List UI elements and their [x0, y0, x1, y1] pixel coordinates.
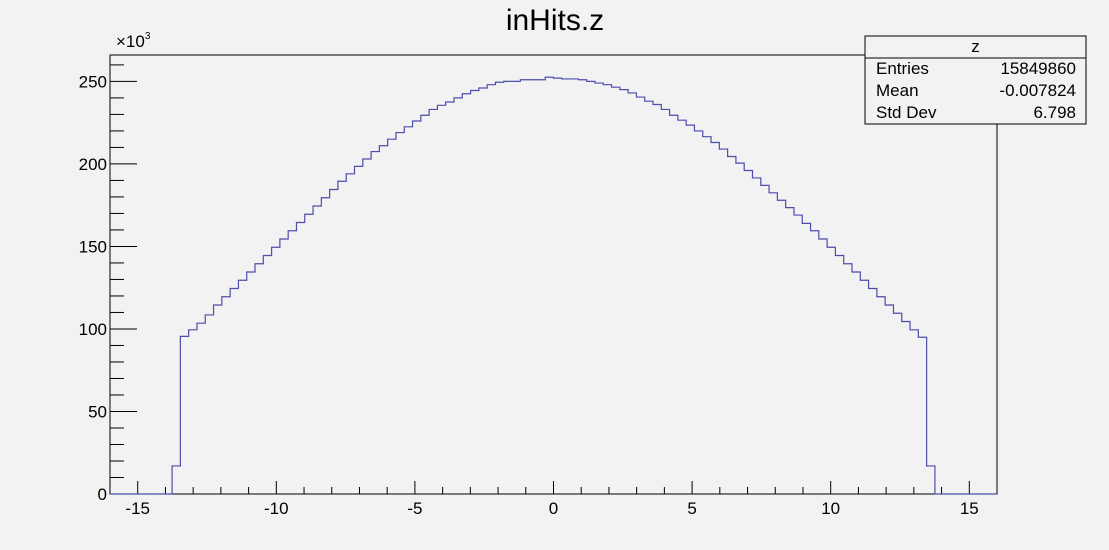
- x-tick-label: -10: [264, 499, 289, 518]
- stats-mean-label: Mean: [876, 81, 919, 100]
- x-tick-label: 10: [821, 499, 840, 518]
- x-tick-label: 0: [549, 499, 558, 518]
- chart-title: inHits.z: [506, 4, 604, 37]
- x-tick-label: -5: [407, 499, 422, 518]
- histogram-series-line: [110, 76, 997, 495]
- stats-entries-label: Entries: [876, 59, 929, 78]
- stats-entries-value: 15849860: [1000, 59, 1076, 78]
- y-axis-multiplier: ×103: [116, 31, 151, 51]
- y-tick-label: 0: [98, 485, 107, 504]
- stats-histogram-name: z: [971, 37, 980, 56]
- x-tick-label: -15: [125, 499, 150, 518]
- x-tick-label: 15: [960, 499, 979, 518]
- y-tick-label: 250: [79, 72, 107, 91]
- y-axis: 0 50 100 150 200 250: [79, 64, 137, 504]
- y-tick-label: 50: [88, 402, 107, 421]
- stats-stddev-value: 6.798: [1033, 103, 1076, 122]
- stats-mean-value: -0.007824: [999, 81, 1076, 100]
- stats-box: z Entries 15849860 Mean -0.007824 Std De…: [864, 35, 1087, 125]
- stats-box-frame: [864, 35, 1087, 125]
- x-tick-label: 5: [687, 499, 696, 518]
- y-tick-label: 150: [79, 237, 107, 256]
- y-tick-label: 200: [79, 155, 107, 174]
- x-axis: -15 -10 -5 0 5 10 15: [109, 481, 998, 518]
- stats-stddev-label: Std Dev: [876, 103, 937, 122]
- y-tick-label: 100: [79, 320, 107, 339]
- plot-frame: [109, 54, 998, 495]
